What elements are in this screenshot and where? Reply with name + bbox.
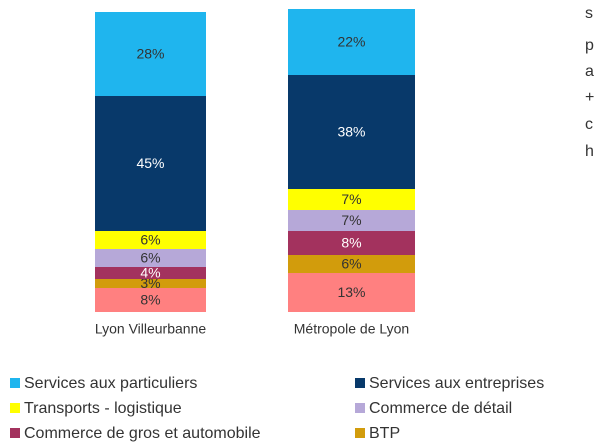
legend-swatch (10, 378, 20, 388)
cropped-text: p (585, 37, 594, 54)
cropped-text: s (585, 5, 593, 22)
value-label: 6% (140, 232, 160, 248)
bar-segment (95, 12, 206, 96)
value-label: 22% (337, 34, 365, 50)
legend-swatch (355, 378, 365, 388)
cropped-text: a (585, 63, 594, 80)
value-label: 45% (136, 155, 164, 171)
value-label: 3% (140, 275, 160, 291)
bar-segment (95, 249, 206, 267)
bar-segment (288, 255, 415, 273)
value-label: 8% (341, 235, 361, 251)
bar-segment (95, 288, 206, 312)
cropped-text: + (585, 89, 594, 106)
bar-segment (288, 9, 415, 75)
cropped-text: c (585, 116, 593, 133)
value-label: 7% (341, 191, 361, 207)
bar-segment (288, 189, 415, 210)
bar-segment (95, 96, 206, 231)
legend-label: Commerce de détail (369, 400, 512, 417)
cropped-text: h (585, 143, 594, 160)
value-label: 6% (341, 256, 361, 272)
bar-segment (288, 210, 415, 231)
legend-label: Services aux particuliers (24, 375, 197, 392)
legend-label: BTP (369, 425, 400, 442)
legend-swatch (355, 428, 365, 438)
value-label: 28% (136, 46, 164, 62)
value-label: 13% (337, 284, 365, 300)
legend-swatch (10, 428, 20, 438)
value-label: 4% (140, 265, 160, 281)
legend-label: Commerce de gros et automobile (24, 425, 261, 442)
bar-segment (288, 231, 415, 255)
legend-label: Transports - logistique (24, 400, 182, 417)
value-label: 6% (140, 250, 160, 266)
legend-swatch (10, 403, 20, 413)
bar-segment (288, 75, 415, 189)
value-label: 8% (140, 292, 160, 308)
x-tick-label: Lyon Villeurbanne (95, 321, 207, 337)
bar-segment (95, 231, 206, 249)
value-label: 38% (337, 124, 365, 140)
x-tick-label: Métropole de Lyon (294, 321, 409, 337)
bar-segment (288, 273, 415, 312)
value-label: 7% (341, 212, 361, 228)
legend-swatch (355, 403, 365, 413)
legend-label: Services aux entreprises (369, 375, 544, 392)
bar-segment (95, 267, 206, 279)
bar-segment (95, 279, 206, 288)
